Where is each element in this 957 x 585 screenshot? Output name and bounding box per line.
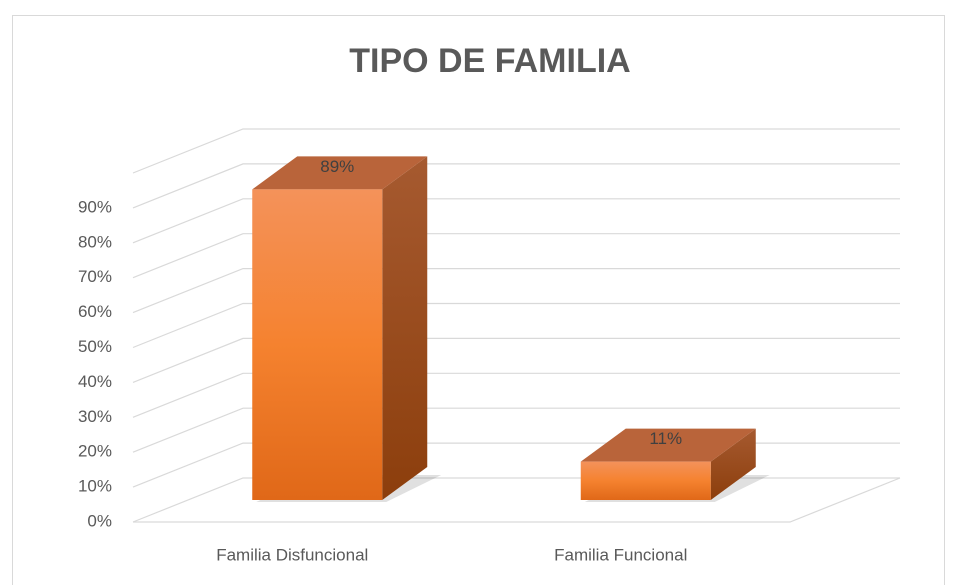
grid-line xyxy=(132,477,900,523)
bar-side xyxy=(710,428,756,500)
bar-side xyxy=(382,156,428,500)
bar xyxy=(252,189,383,500)
y-tick-label: 90% xyxy=(78,197,112,216)
bar xyxy=(580,461,711,500)
y-tick-label: 70% xyxy=(78,267,112,286)
chart-frame xyxy=(12,15,945,585)
grid-line xyxy=(132,407,900,453)
grid-line xyxy=(132,337,900,383)
x-tick-label: Familia Funcional xyxy=(554,545,687,564)
grid-line xyxy=(132,233,900,279)
y-tick-label: 50% xyxy=(78,337,112,356)
grid-line xyxy=(132,268,900,314)
y-tick-label: 10% xyxy=(78,477,112,496)
y-tick-label: 40% xyxy=(78,372,112,391)
chart-title: TIPO DE FAMILIA xyxy=(349,42,630,80)
y-tick-label: 80% xyxy=(78,232,112,251)
bar-top xyxy=(252,156,428,190)
y-tick-label: 60% xyxy=(78,302,112,321)
grid-line xyxy=(132,163,900,209)
grid-line xyxy=(132,372,900,418)
y-tick-label: 30% xyxy=(78,407,112,426)
y-tick-label: 0% xyxy=(87,511,112,530)
bar-top xyxy=(580,428,756,462)
grid-line xyxy=(132,198,900,244)
grid-line xyxy=(132,302,900,349)
x-tick-label: Familia Disfuncional xyxy=(216,545,368,564)
grid-line xyxy=(132,128,900,174)
floor-edge xyxy=(133,477,901,523)
data-label: 89% xyxy=(320,157,354,176)
y-tick-label: 20% xyxy=(78,442,112,461)
data-label: 11% xyxy=(649,429,682,448)
grid-line xyxy=(132,442,900,488)
